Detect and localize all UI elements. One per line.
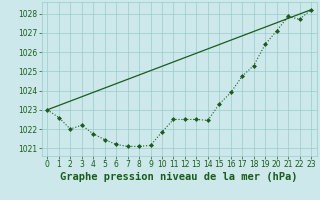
X-axis label: Graphe pression niveau de la mer (hPa): Graphe pression niveau de la mer (hPa) [60, 172, 298, 182]
